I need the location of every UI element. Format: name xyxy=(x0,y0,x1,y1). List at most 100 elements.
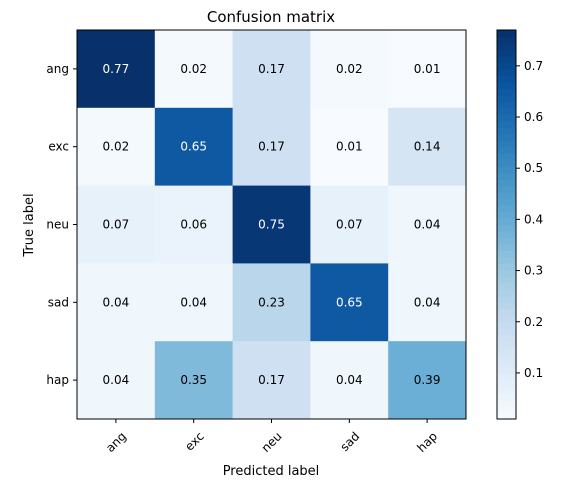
x-tick-label: neu xyxy=(259,429,285,455)
colorbar-segment xyxy=(497,198,516,206)
colorbar-segment xyxy=(497,140,516,148)
colorbar-segment xyxy=(497,218,516,226)
colorbar-segment xyxy=(497,380,516,388)
cell-value-label: 0.07 xyxy=(103,218,130,232)
heatmap-cell xyxy=(388,341,467,420)
colorbar-segment xyxy=(497,62,516,70)
heatmap-cell xyxy=(77,30,156,109)
colorbar-segment xyxy=(497,127,516,135)
colorbar-segment xyxy=(497,120,516,128)
cell-value-label: 0.39 xyxy=(414,373,441,387)
x-tick-label: ang xyxy=(103,429,129,455)
cell-value-label: 0.17 xyxy=(258,140,285,154)
colorbar-segment xyxy=(497,153,516,161)
cell-value-label: 0.02 xyxy=(336,62,363,76)
colorbar-segment xyxy=(497,354,516,362)
heatmap-cell xyxy=(388,185,467,264)
x-axis-label: Predicted label xyxy=(223,464,320,479)
colorbar-segment xyxy=(497,256,516,264)
colorbar-segment xyxy=(497,146,516,154)
y-tick-label: ang xyxy=(46,62,69,76)
colorbar-segment xyxy=(497,276,516,284)
colorbar-tick-label: 0.7 xyxy=(524,59,543,73)
colorbar-tick-label: 0.6 xyxy=(524,110,543,124)
colorbar-segment xyxy=(497,211,516,219)
y-axis-ticks: ang exc neu sad hap xyxy=(46,62,77,387)
colorbar-segment xyxy=(497,289,516,297)
colorbar-segment xyxy=(497,101,516,109)
colorbar-segment xyxy=(497,179,516,187)
heatmap-cell xyxy=(310,185,389,264)
colorbar-segment xyxy=(497,302,516,310)
y-tick-label: neu xyxy=(46,218,69,232)
cell-value-label: 0.35 xyxy=(180,373,207,387)
colorbar-segment xyxy=(497,367,516,375)
colorbar-segment xyxy=(497,250,516,258)
colorbar-segment xyxy=(497,94,516,102)
colorbar-segment xyxy=(497,243,516,252)
colorbar-tick-label: 0.1 xyxy=(524,366,543,380)
colorbar-segment xyxy=(497,55,516,64)
colorbar-segment xyxy=(497,347,516,355)
cell-value-label: 0.04 xyxy=(180,295,207,309)
cell-value-label: 0.04 xyxy=(336,373,363,387)
colorbar-segment xyxy=(497,386,516,394)
cell-value-label: 0.04 xyxy=(103,295,130,309)
heatmap-cell xyxy=(232,30,311,109)
heatmap-cell xyxy=(232,263,311,342)
colorbar-segment xyxy=(497,230,516,239)
cell-value-label: 0.17 xyxy=(258,62,285,76)
colorbar-segment xyxy=(497,328,516,336)
cell-value-label: 0.65 xyxy=(336,295,363,309)
y-axis-label: True label xyxy=(22,193,37,257)
colorbar-segment xyxy=(497,321,516,329)
heatmap-cell xyxy=(388,107,467,187)
colorbar-segment xyxy=(497,393,516,401)
colorbar-segment xyxy=(497,269,516,277)
chart-title: Confusion matrix xyxy=(207,8,335,26)
cell-value-label: 0.04 xyxy=(103,373,130,387)
colorbar-tick-label: 0.3 xyxy=(524,264,543,278)
heatmap-cell xyxy=(310,263,389,342)
y-tick-label: exc xyxy=(48,140,69,154)
heatmap-cell xyxy=(388,30,467,109)
colorbar-segment xyxy=(497,49,516,57)
heatmap-cell xyxy=(77,107,156,187)
colorbar-segment xyxy=(497,159,516,167)
colorbar-segment xyxy=(497,373,516,381)
colorbar-segment xyxy=(497,30,516,38)
colorbar-segment xyxy=(497,406,516,414)
cell-value-label: 0.02 xyxy=(180,62,207,76)
heatmap-cell xyxy=(154,107,234,187)
heatmap-cell xyxy=(232,107,311,187)
cell-value-label: 0.02 xyxy=(103,140,130,154)
colorbar-segment xyxy=(497,399,516,407)
colorbar-segment xyxy=(497,75,516,83)
colorbar-segment xyxy=(497,88,516,96)
heatmap-cell xyxy=(232,341,311,420)
heatmap-cell xyxy=(310,107,389,187)
colorbar-segment xyxy=(497,315,516,323)
colorbar-segment xyxy=(497,185,516,193)
colorbar-segment xyxy=(497,360,516,368)
colorbar-segment xyxy=(497,36,516,44)
x-tick-label: exc xyxy=(182,429,207,454)
colorbar-segment xyxy=(497,282,516,290)
colorbar-segment xyxy=(497,334,516,342)
colorbar-segment xyxy=(497,166,516,174)
colorbar-segment xyxy=(497,205,516,213)
colorbar: 0.1 0.2 0.3 0.4 0.5 0.6 0.7 xyxy=(496,29,543,420)
heatmap-cell xyxy=(77,341,156,420)
colorbar-segment xyxy=(497,237,516,245)
colorbar-segment xyxy=(497,295,516,303)
cell-value-label: 0.04 xyxy=(414,218,441,232)
heatmap-cell xyxy=(310,30,389,109)
y-tick-label: sad xyxy=(48,295,69,309)
cell-value-label: 0.04 xyxy=(414,295,441,309)
colorbar-segment xyxy=(497,68,516,76)
colorbar-segment xyxy=(497,192,516,200)
heatmap-cells xyxy=(77,30,467,420)
x-tick-label: sad xyxy=(337,429,362,454)
heatmap-cell xyxy=(310,341,389,420)
